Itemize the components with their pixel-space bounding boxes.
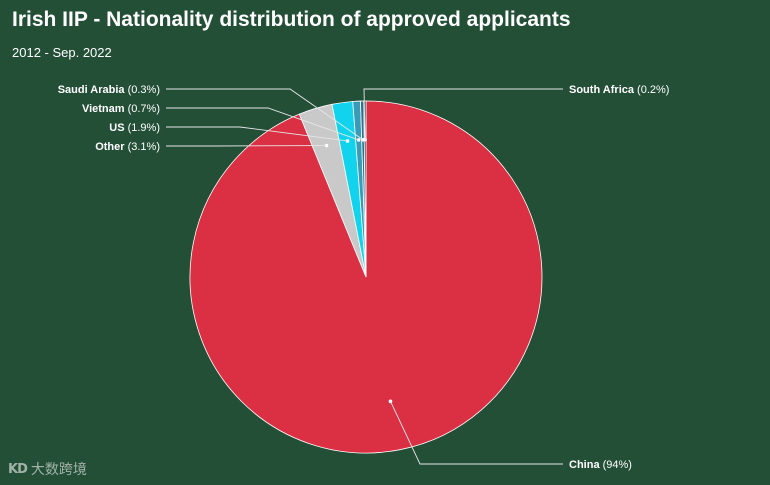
leader-line-saudi-arabia — [166, 88, 364, 141]
label-vietnam: Vietnam (0.7%) — [82, 103, 160, 115]
slice-south-africa — [363, 100, 367, 278]
leader-line-south-africa — [363, 88, 563, 140]
label-us: US (1.9%) — [109, 122, 160, 134]
watermark-logo: KD 大数跨境 — [8, 459, 87, 479]
pie-slices — [189, 100, 543, 454]
label-saudi-arabia: Saudi Arabia (0.3%) — [58, 84, 160, 96]
leader-lines — [166, 88, 563, 465]
leader-dot-vietnam — [356, 138, 361, 142]
label-other: Other (3.1%) — [95, 141, 160, 153]
watermark-text: 大数跨境 — [30, 461, 87, 477]
leader-line-china — [390, 401, 563, 465]
chart-subtitle: 2012 - Sep. 2022 — [12, 45, 112, 60]
watermark-mark: KD — [8, 461, 28, 477]
leader-line-vietnam — [166, 107, 359, 141]
label-south-africa: South Africa (0.2%) — [569, 84, 669, 96]
leader-dot-other — [324, 143, 329, 148]
chart-title: Irish IIP - Nationality distribution of … — [12, 8, 571, 31]
slice-labels: China (94%) Other (3.1%) US (1.9%) Vietnam … — [58, 84, 670, 471]
label-china: China (94%) — [569, 459, 632, 471]
leader-line-us — [166, 126, 348, 142]
